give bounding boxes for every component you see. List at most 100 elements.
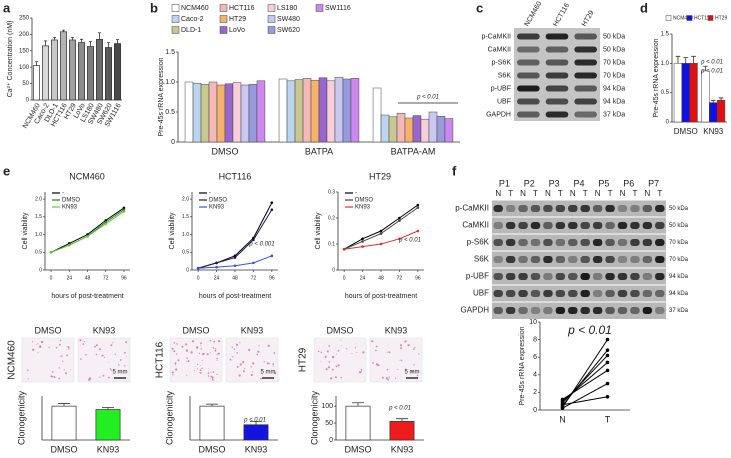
colony-dot [260, 377, 262, 380]
x-tick-label: 24 [214, 275, 220, 281]
error-bar [52, 36, 57, 40]
blot-band [617, 205, 628, 212]
colony-dot [35, 344, 37, 345]
colony-dot [229, 358, 232, 361]
legend-label: KN93 [62, 205, 78, 211]
point [605, 381, 610, 386]
x-tick-label: 96 [121, 275, 127, 281]
panel-label: b [150, 0, 158, 15]
blot-band [642, 256, 653, 263]
blot-band [543, 273, 553, 280]
x-tick-label: KN93 [703, 127, 724, 136]
colony-dot [80, 358, 82, 360]
blot-row-label: CaMKII [462, 221, 489, 230]
blot [492, 200, 666, 319]
colony-dot [218, 340, 221, 343]
annotation: p < 0.01 [243, 418, 266, 424]
bar [701, 70, 710, 123]
colony-dot [85, 353, 87, 356]
error-bar [351, 402, 365, 407]
colony-dot [274, 372, 277, 375]
colony-dot [199, 369, 202, 372]
bar [334, 76, 344, 143]
blot-band [592, 205, 603, 212]
colony-dot [59, 339, 62, 342]
blot-band [630, 222, 640, 229]
x-tick-label: DMSO [674, 127, 698, 136]
point [233, 256, 237, 259]
blot-band [580, 307, 590, 314]
blot-lane-label: N [570, 189, 576, 198]
blot-band [605, 307, 615, 314]
annotation: p < 0.01 [700, 60, 723, 66]
point [361, 240, 364, 243]
bar [389, 421, 415, 441]
colony-dot [360, 371, 362, 373]
blot-band [493, 205, 503, 212]
blot-band [617, 222, 628, 229]
blot-band [518, 256, 528, 263]
colony-dot [399, 344, 403, 347]
blot-size-label: 70 kDa [603, 59, 625, 66]
blot-band [555, 256, 566, 263]
colony-dot [66, 346, 68, 348]
blot-band [493, 256, 503, 263]
y-tick-label: 100 [19, 65, 30, 71]
colony-dot [39, 345, 42, 348]
legend-swatch [171, 26, 180, 34]
bar [673, 63, 683, 123]
colony-dot [181, 345, 184, 348]
colony-dot [213, 340, 216, 343]
y-tick-label: 0 [186, 267, 189, 273]
colony-dot [102, 374, 105, 377]
y-axis-label: Pre-45s rRNA expression [653, 38, 660, 117]
bar [689, 63, 698, 123]
blot-lane-label: T [608, 189, 613, 198]
blot-band [574, 59, 597, 66]
point [398, 216, 401, 220]
bar [345, 405, 371, 441]
x-tick-label: 24 [67, 275, 73, 281]
colony-dot [336, 353, 337, 355]
colony-dot [82, 343, 85, 345]
blot-band [580, 205, 590, 212]
blot-lane-label: T [583, 189, 588, 198]
blot-band [605, 273, 615, 280]
legend-label: SW1116 [325, 5, 351, 12]
colony-dot [351, 353, 353, 354]
colony-dot [99, 348, 101, 351]
legend-swatch [665, 15, 672, 21]
panel-label: e [3, 163, 10, 178]
point [104, 222, 108, 226]
colony-dot [216, 373, 218, 375]
blot-band [655, 273, 665, 280]
blot-band [655, 222, 665, 229]
y-tick-label: 0.1 [328, 241, 335, 247]
colony-dot [210, 375, 212, 377]
line [562, 369, 608, 400]
colony-dot [112, 342, 114, 344]
colony-dot [328, 345, 331, 347]
blot-size-label: 94 kDa [669, 274, 689, 280]
y-tick-label: 1.5 [661, 32, 670, 38]
colony-dot [48, 346, 50, 348]
blot-lane-label: T [508, 189, 513, 198]
colony-dot [396, 369, 398, 370]
colony-dot [207, 375, 210, 377]
blot-band [568, 239, 578, 246]
colony-dot [331, 368, 334, 371]
bar [95, 409, 121, 441]
blot-row-label: S6K [474, 255, 490, 264]
y-tick-label: 150 [19, 48, 30, 54]
bar [428, 111, 438, 143]
scale-label: 5 mm [405, 370, 420, 376]
y-tick-label: 0 [533, 407, 537, 414]
colony-dot [242, 360, 245, 364]
blot-row-label: GAPDH [486, 111, 511, 118]
blot-lane-label: N [644, 189, 650, 198]
colony-dot [125, 341, 128, 344]
x-tick-label: 24 [360, 275, 366, 281]
colony-dot [110, 369, 113, 371]
blot-band [545, 111, 569, 118]
colony-dot [200, 365, 201, 366]
